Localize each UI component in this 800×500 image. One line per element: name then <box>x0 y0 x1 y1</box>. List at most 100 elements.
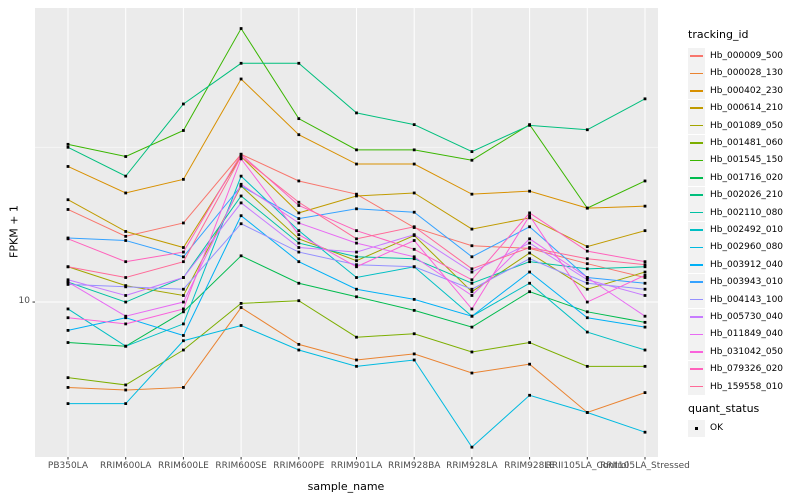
x-tick-label: RRIM928LA <box>446 461 498 471</box>
data-point <box>585 249 589 253</box>
data-point <box>412 352 416 356</box>
data-point <box>297 217 301 220</box>
data-point <box>412 123 416 127</box>
data-point <box>182 276 185 279</box>
line-swatch-icon <box>690 211 703 214</box>
legend-item-Hb_002960_080: Hb_002960_080 <box>688 238 783 256</box>
legend-item-Hb_000402_230: Hb_000402_230 <box>688 82 784 100</box>
data-point <box>124 314 128 318</box>
data-point <box>124 383 128 387</box>
data-point <box>470 290 474 294</box>
data-point <box>585 262 589 266</box>
data-point <box>412 239 416 242</box>
x-tick-label: RRII105LA_Stressed <box>600 461 690 471</box>
data-point <box>528 225 531 229</box>
data-point <box>355 265 358 269</box>
legend-item-Hb_001716_020: Hb_001716_020 <box>688 169 784 187</box>
data-point <box>585 330 589 334</box>
data-point <box>182 177 185 181</box>
data-point <box>239 214 243 218</box>
legend-key-swatch <box>688 186 705 204</box>
data-point <box>528 341 531 344</box>
data-point <box>585 276 589 279</box>
data-point <box>470 255 474 259</box>
data-point <box>585 128 589 132</box>
data-point <box>643 287 647 291</box>
data-point <box>124 344 128 348</box>
data-point <box>182 310 185 314</box>
data-point <box>239 182 243 186</box>
data-point <box>239 222 243 226</box>
data-point <box>124 174 128 178</box>
data-point <box>182 255 185 259</box>
legend-label: Hb_001545_150 <box>710 155 784 166</box>
data-point <box>66 307 70 311</box>
legend-label: Hb_031042_050 <box>710 346 784 357</box>
data-point <box>182 294 185 297</box>
data-point <box>412 247 416 251</box>
legend-key-swatch <box>688 117 705 135</box>
data-point <box>297 211 301 215</box>
line-swatch-icon <box>690 281 703 283</box>
data-point <box>66 265 70 269</box>
line-swatch-icon <box>690 316 703 318</box>
data-point <box>412 210 416 214</box>
data-point <box>124 402 128 406</box>
data-point <box>470 314 474 318</box>
data-point <box>182 322 185 326</box>
data-point <box>66 237 70 241</box>
data-point <box>528 216 531 220</box>
data-point <box>182 250 185 254</box>
data-point <box>66 165 70 168</box>
legend-tracking-id-title: tracking_id <box>688 28 749 41</box>
square-point-icon <box>695 426 699 430</box>
legend-item-Hb_031042_050: Hb_031042_050 <box>688 343 784 361</box>
data-point <box>239 254 243 258</box>
legend-label: Hb_000402_230 <box>710 85 784 96</box>
x-tick-label: RRIM600LA <box>99 461 152 471</box>
legend-label: Hb_002492_010 <box>710 225 784 235</box>
x-axis-title: sample_name <box>307 480 385 493</box>
x-tick-label: RRIM928BA <box>387 461 441 471</box>
legend: tracking_id Hb_000009_500 Hb_000028_130 Hb… <box>688 0 800 500</box>
data-point <box>585 364 589 368</box>
line-swatch-icon <box>690 177 703 179</box>
line-swatch-icon <box>690 368 703 370</box>
data-point <box>412 191 416 195</box>
line-swatch-icon <box>690 124 703 127</box>
x-tick-label: RRIM600LE <box>157 461 209 471</box>
legend-item-Hb_002492_010: Hb_002492_010 <box>688 221 784 239</box>
data-point <box>643 320 647 324</box>
legend-label: Hb_001716_020 <box>710 172 784 183</box>
data-point <box>355 207 358 211</box>
data-point <box>643 97 647 101</box>
legend-label: Hb_003943_010 <box>710 277 784 288</box>
data-point <box>355 229 358 233</box>
legend-item-Hb_001545_150: Hb_001545_150 <box>688 151 784 169</box>
data-point <box>528 211 531 215</box>
data-point <box>239 174 243 178</box>
data-point <box>239 77 243 81</box>
data-point <box>412 265 416 269</box>
data-point <box>124 191 128 195</box>
data-point <box>239 194 243 198</box>
data-point <box>585 267 589 271</box>
data-point <box>355 287 358 291</box>
legend-item-Hb_011849_040: Hb_011849_040 <box>688 325 783 343</box>
data-point <box>297 250 301 254</box>
legend-item-Hb_003943_010: Hb_003943_010 <box>688 273 784 291</box>
legend-key-swatch <box>688 291 705 309</box>
legend-label: Hb_000009_500 <box>710 51 784 61</box>
data-point <box>528 123 531 127</box>
data-point <box>528 362 531 366</box>
data-point <box>470 278 474 282</box>
legend-key-swatch <box>688 64 705 82</box>
data-point <box>643 391 647 395</box>
legend-key-swatch <box>688 151 705 169</box>
data-point <box>355 237 358 241</box>
legend-label-ok: OK <box>710 423 723 433</box>
legend-key-swatch <box>688 343 705 361</box>
x-tick-label: RRII105LA_Control <box>545 461 629 471</box>
